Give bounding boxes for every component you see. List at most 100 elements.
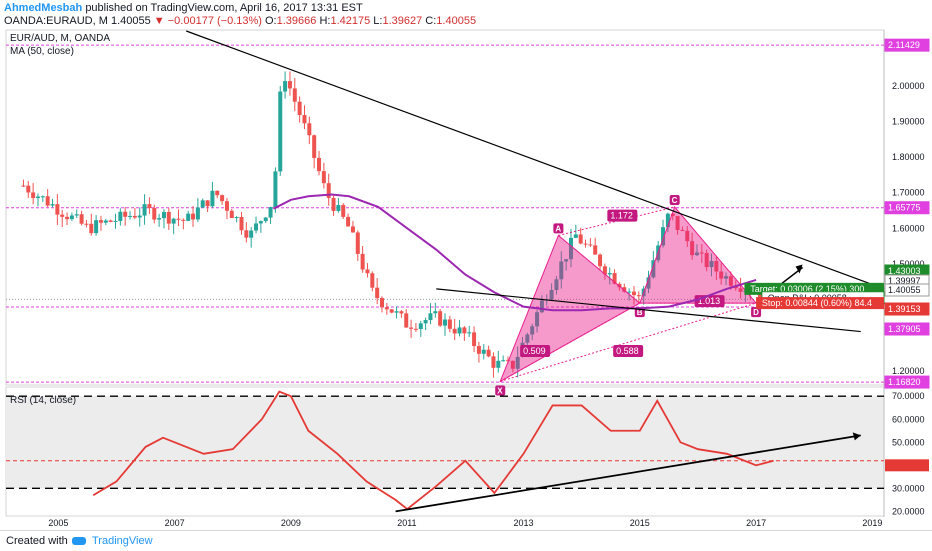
candle-body xyxy=(661,227,666,246)
pattern-point-label: A xyxy=(555,224,561,233)
candle-body xyxy=(694,252,699,256)
close-value: 1.40055 xyxy=(436,15,477,27)
rsi-arrowhead-icon xyxy=(852,432,861,441)
x-tick-label: 2011 xyxy=(397,518,416,528)
candle-body xyxy=(539,300,544,313)
candle-body xyxy=(665,213,670,228)
close-label: C: xyxy=(425,15,437,27)
low-label: L: xyxy=(373,15,383,27)
candle-body xyxy=(31,192,36,199)
author-name[interactable]: AhmedMesbah xyxy=(4,2,83,14)
publication-text: published on TradingView.com, April 16, … xyxy=(85,2,363,14)
candle-body xyxy=(336,204,341,211)
candle-body xyxy=(399,311,404,314)
candle-body xyxy=(438,311,443,326)
price-axis-badge-label: 1.40055 xyxy=(888,285,921,295)
candle-body xyxy=(65,216,70,220)
price-tick-label: 1.50000 xyxy=(892,259,925,269)
candle-body xyxy=(510,360,515,369)
open-label: O: xyxy=(265,15,277,27)
price-axis-badge xyxy=(884,283,930,297)
price-axis-badge-label: 2.11429 xyxy=(888,40,920,50)
candle-body xyxy=(535,312,540,327)
candle-body xyxy=(244,230,249,238)
candle-body xyxy=(636,295,641,297)
rsi-pane-title[interactable]: RSI (14, close) xyxy=(10,395,77,406)
pattern-point-badge xyxy=(751,307,762,318)
candle-body xyxy=(297,101,302,116)
candle-body xyxy=(476,346,481,354)
candle-body xyxy=(273,171,278,208)
price-axis-badge xyxy=(884,375,930,389)
candle-body xyxy=(166,211,171,224)
candle-body xyxy=(350,226,355,233)
x-tick-label: 2019 xyxy=(862,518,882,528)
candle-body xyxy=(491,356,496,368)
candle-body xyxy=(627,291,632,293)
candle-body xyxy=(123,211,128,217)
price-change: −0.00177 (−0.13%) xyxy=(167,15,262,27)
x-tick-label: 2017 xyxy=(746,518,766,528)
ratio-label: 1.172 xyxy=(610,211,633,221)
candle-body xyxy=(254,223,259,231)
rsi-tick-label: 70.0000 xyxy=(892,391,925,401)
candle-body xyxy=(573,234,578,238)
tradingview-brand[interactable]: TradingView xyxy=(92,535,153,547)
candle-body xyxy=(317,157,322,172)
candle-body xyxy=(457,327,462,334)
pattern-point-badge xyxy=(669,194,680,205)
candle-body xyxy=(690,241,695,256)
x-tick-label: 2007 xyxy=(165,518,185,528)
candle-body xyxy=(360,253,365,270)
pattern-point-label: C xyxy=(672,196,678,205)
price-tick-label: 1.90000 xyxy=(892,116,925,126)
candle-body xyxy=(205,200,210,207)
candle-body xyxy=(79,214,84,224)
candle-body xyxy=(171,218,176,224)
candle-body xyxy=(709,260,714,268)
candle-body xyxy=(472,332,477,347)
candle-body xyxy=(564,259,569,262)
chart-canvas[interactable]: 2.00000 1.90000 1.80000 1.70000 1.60000 1.500… xyxy=(0,0,932,530)
candle-body xyxy=(384,307,389,310)
candle-body xyxy=(602,266,607,275)
candle-body xyxy=(60,214,65,217)
candle-body xyxy=(578,234,583,244)
candle-body xyxy=(598,254,603,267)
price-tick-label: 1.70000 xyxy=(892,188,925,198)
price-axis-badge-label: 1.39153 xyxy=(888,304,921,314)
candle-body xyxy=(612,273,617,284)
candle-body xyxy=(404,313,409,328)
candle-body xyxy=(443,319,447,326)
candle-body xyxy=(607,273,612,275)
candle-body xyxy=(224,201,229,211)
candle-body xyxy=(157,218,162,220)
candle-body xyxy=(467,332,472,334)
ratio-label: 0.588 xyxy=(616,346,639,356)
rsi-tick-label: 50.0000 xyxy=(892,437,925,447)
high-value: 1.42175 xyxy=(330,15,371,27)
candle-body xyxy=(74,214,79,216)
candle-body xyxy=(680,229,685,231)
candle-body xyxy=(583,243,588,245)
candle-body xyxy=(94,220,99,234)
price-axis-badge xyxy=(884,38,930,52)
candle-body xyxy=(195,207,200,220)
pattern-ratio-line xyxy=(500,302,757,382)
target-label: Target: 0.03006 (2.15%) 300 xyxy=(750,284,864,294)
price-axis-badge-label: 1.65775 xyxy=(888,203,921,213)
candle-body xyxy=(210,190,215,207)
x-tick-label: 2009 xyxy=(281,518,301,528)
candle-body xyxy=(161,211,166,219)
candle-body xyxy=(186,213,191,221)
candle-body xyxy=(249,230,254,238)
candle-body xyxy=(423,320,428,324)
candle-body xyxy=(287,81,292,89)
price-axis-badge-label: 1.16820 xyxy=(888,377,921,387)
ma-indicator-label[interactable]: MA (50, close) xyxy=(10,46,74,57)
price-axis-badge xyxy=(884,302,930,316)
candle-body xyxy=(128,215,133,217)
candle-body xyxy=(103,220,108,223)
ohlc-line: OANDA:EURAUD, M 1.40055 ▼ −0.00177 (−0.1… xyxy=(4,15,476,27)
rsi-band xyxy=(6,396,884,489)
